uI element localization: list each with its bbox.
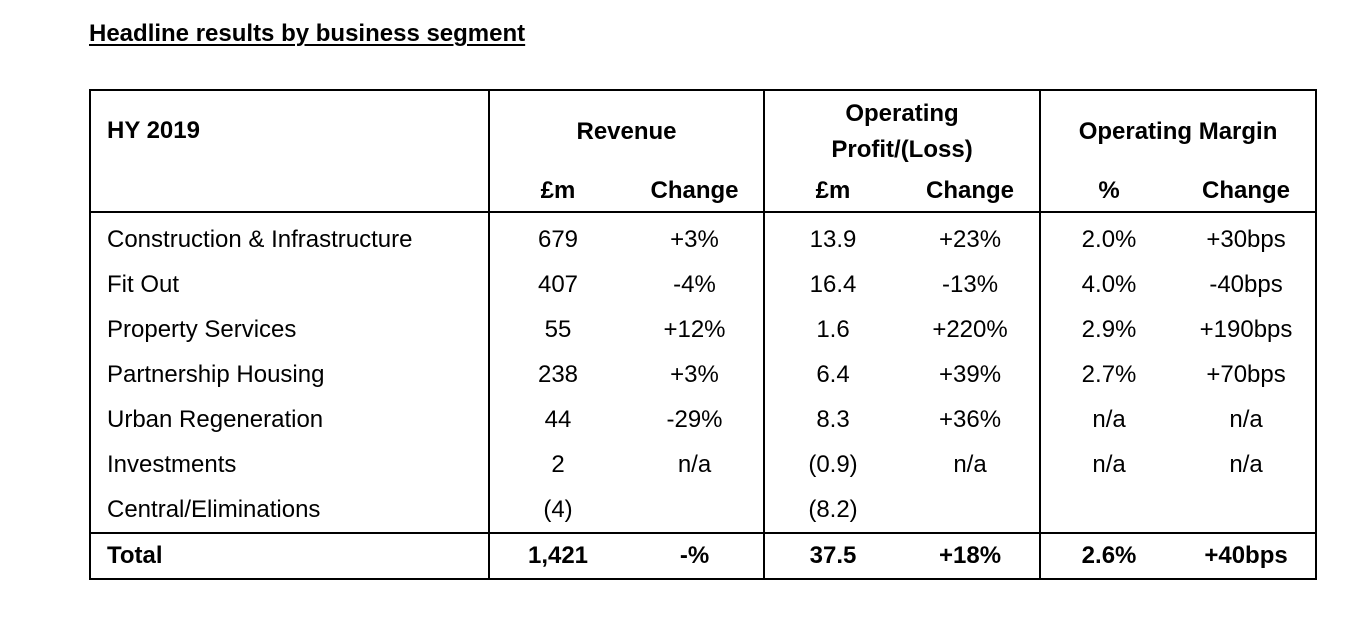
revenue-change: +12% [663, 315, 726, 343]
op-value: (8.2) [763, 487, 902, 533]
total-op-value: 37.5 [763, 532, 902, 580]
table-subheader-row: £m Change £m Change % Change [89, 171, 1318, 213]
revenue-change: +3% [670, 225, 719, 253]
total-op-change: +18% [901, 532, 1041, 580]
page-title: Headline results by business segment [89, 20, 526, 47]
revenue-value-subheader: £m [488, 171, 626, 213]
op-value: 16.4 [763, 262, 902, 307]
table-row: Central/Eliminations (4) (8.2) [89, 487, 1318, 533]
segment-name: Central/Eliminations [89, 487, 489, 533]
operating-margin-group-header: Operating Margin [1039, 89, 1318, 171]
margin-value [1039, 487, 1178, 533]
operating-margin-header-label: Operating Margin [1078, 118, 1278, 145]
subheader-blank [89, 171, 489, 213]
total-label: Total [89, 532, 489, 580]
margin-value: 2.7% [1039, 352, 1178, 397]
revenue-change: n/a [677, 450, 712, 478]
table-row: Partnership Housing 238 +3% 6.4 +39% 2.7… [89, 352, 1318, 397]
margin-value: n/a [1039, 397, 1178, 442]
op-value-subheader: £m [763, 171, 902, 213]
margin-change: +30bps [1177, 212, 1318, 262]
margin-value-subheader: % [1039, 171, 1178, 213]
table-row: Investments 2 n/a (0.9) n/a n/a n/a [89, 442, 1318, 487]
operating-profit-header-line1: Operating [845, 100, 959, 127]
revenue-change: -29% [666, 405, 723, 433]
operating-profit-group-header: Operating Profit/(Loss) [763, 89, 1041, 171]
revenue-group-header: Revenue [487, 89, 765, 171]
table-row: Urban Regeneration 44 -29% 8.3 +36% n/a … [89, 397, 1318, 442]
margin-change: n/a [1177, 397, 1318, 442]
segment-name: Urban Regeneration [89, 397, 489, 442]
revenue-value: 238 [488, 352, 626, 397]
margin-change [1177, 487, 1318, 533]
op-change [901, 487, 1040, 533]
margin-value: 2.9% [1039, 307, 1178, 352]
op-change-subheader: Change [901, 171, 1041, 213]
op-change: +39% [938, 360, 1002, 388]
op-change: +23% [938, 225, 1002, 253]
table-header-row: HY 2019 Revenue Operating Profit/(Loss) … [89, 89, 1318, 171]
total-revenue-change: -% [626, 532, 765, 580]
margin-change: +190bps [1177, 307, 1318, 352]
total-revenue-value: 1,421 [488, 532, 626, 580]
op-change: +36% [938, 405, 1002, 433]
margin-change-subheader: Change [1177, 171, 1318, 213]
op-change: n/a [953, 450, 987, 478]
total-row: Total 1,421 -% 37.5 +18% 2.6% +40bps [89, 532, 1318, 580]
margin-value: n/a [1039, 442, 1178, 487]
total-margin-value: 2.6% [1039, 532, 1178, 580]
revenue-value: 2 [488, 442, 626, 487]
op-change: -13% [942, 270, 999, 298]
results-table: HY 2019 Revenue Operating Profit/(Loss) … [89, 89, 1318, 580]
total-margin-change: +40bps [1177, 532, 1318, 580]
margin-change: n/a [1177, 442, 1318, 487]
segment-name: Fit Out [89, 262, 489, 307]
revenue-value: (4) [488, 487, 626, 533]
op-value: 6.4 [763, 352, 902, 397]
table-row: Fit Out 407 -4% 16.4 -13% 4.0% -40bps [89, 262, 1318, 307]
segment-name: Property Services [89, 307, 489, 352]
margin-value: 4.0% [1039, 262, 1178, 307]
op-value: 1.6 [763, 307, 902, 352]
segment-name: Construction & Infrastructure [89, 212, 489, 262]
margin-change: +70bps [1177, 352, 1318, 397]
op-value: 8.3 [763, 397, 902, 442]
revenue-value: 44 [488, 397, 626, 442]
revenue-change: +3% [670, 360, 719, 388]
op-value: (0.9) [763, 442, 902, 487]
op-value: 13.9 [763, 212, 902, 262]
operating-profit-header-line2: Profit/(Loss) [831, 136, 973, 163]
margin-value: 2.0% [1039, 212, 1178, 262]
revenue-header-label: Revenue [576, 118, 677, 145]
op-change: +220% [932, 315, 1008, 343]
revenue-value: 407 [488, 262, 626, 307]
segment-name: Investments [89, 442, 489, 487]
margin-change: -40bps [1177, 262, 1318, 307]
revenue-value: 679 [488, 212, 626, 262]
revenue-change [626, 487, 764, 533]
revenue-value: 55 [488, 307, 626, 352]
segment-name: Partnership Housing [89, 352, 489, 397]
table-row: Construction & Infrastructure 679 +3% 13… [89, 212, 1318, 262]
period-header: HY 2019 [89, 89, 489, 171]
revenue-change-subheader: Change [626, 171, 765, 213]
table-row: Property Services 55 +12% 1.6 +220% 2.9%… [89, 307, 1318, 352]
revenue-change: -4% [673, 270, 716, 298]
